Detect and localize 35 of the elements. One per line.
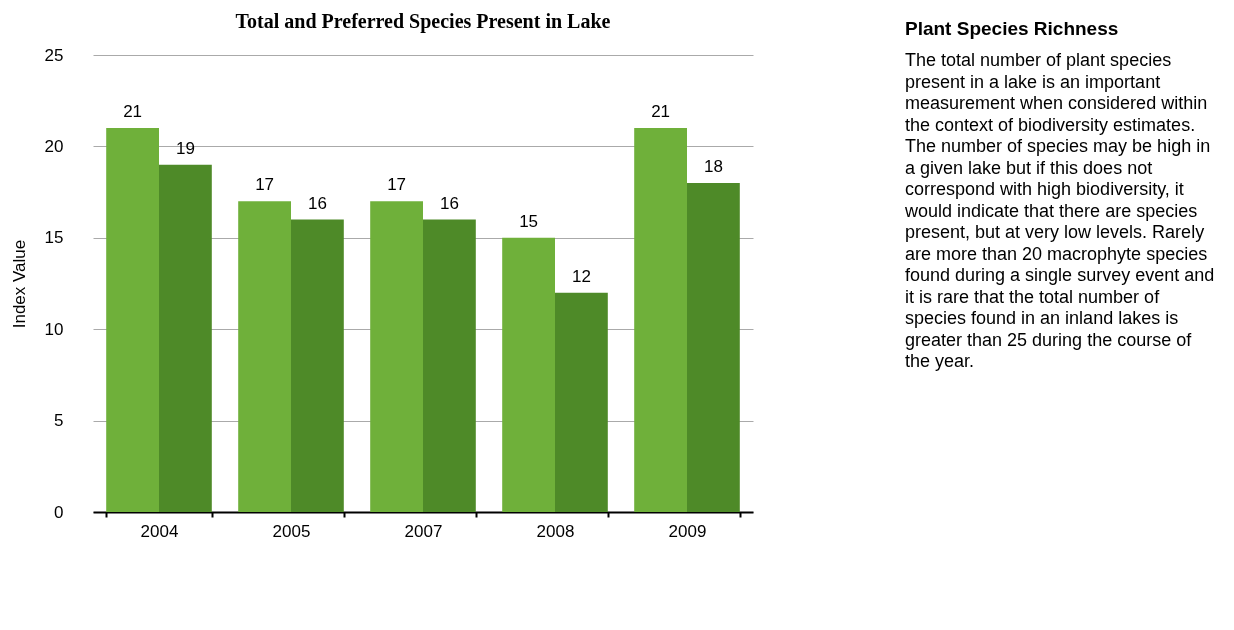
data-label: 12 [571, 266, 591, 286]
y-axis-title: Index Value [9, 239, 29, 329]
data-label: 17 [255, 175, 275, 195]
data-label: 17 [387, 175, 407, 195]
bar [291, 219, 344, 512]
bar [634, 128, 687, 512]
y-tick-label: 10 [44, 319, 64, 339]
text: The total number of plant species present in a lake is an important measurement when considered within the context of biodiversity estimates. The number of species may be high in a given lake but if this does not correspond with high biodiversity, it would indicate that there are species present, but at very low levels. Rarely are more than 20 macrophyte species found during a single survey event and it is rare that the total number of species found in an inland lakes is greater than 25 during the course of the year. [905, 50, 1215, 371]
y-tick-label: 5 [54, 411, 64, 431]
x-tick-label: 2004 [140, 521, 179, 541]
y-tick-label: 20 [44, 136, 64, 156]
data-label: 15 [519, 211, 539, 231]
x-tick-label: 2007 [404, 521, 443, 541]
x-tick-label: 2005 [272, 521, 311, 541]
bar [423, 219, 476, 512]
bar [502, 237, 555, 512]
data-label: 19 [175, 138, 195, 158]
y-tick-label: 0 [54, 502, 64, 522]
bar [370, 201, 423, 512]
chart-title: Total and Preferred Species Present in Lake [235, 10, 611, 33]
bar [106, 128, 159, 512]
data-label: 18 [703, 156, 723, 176]
bar [159, 164, 212, 512]
data-label: 16 [307, 193, 327, 213]
y-tick-label: 15 [44, 228, 64, 248]
data-label: 21 [123, 102, 143, 122]
bar [555, 292, 608, 512]
y-tick-label: 25 [44, 45, 64, 65]
data-label: 21 [651, 102, 671, 122]
x-tick-label: 2009 [668, 521, 707, 541]
bar [687, 182, 740, 512]
data-label: 16 [439, 193, 459, 213]
text: Plant Species Richness [905, 18, 1120, 40]
x-tick-label: 2008 [536, 521, 575, 541]
bar [238, 201, 291, 512]
